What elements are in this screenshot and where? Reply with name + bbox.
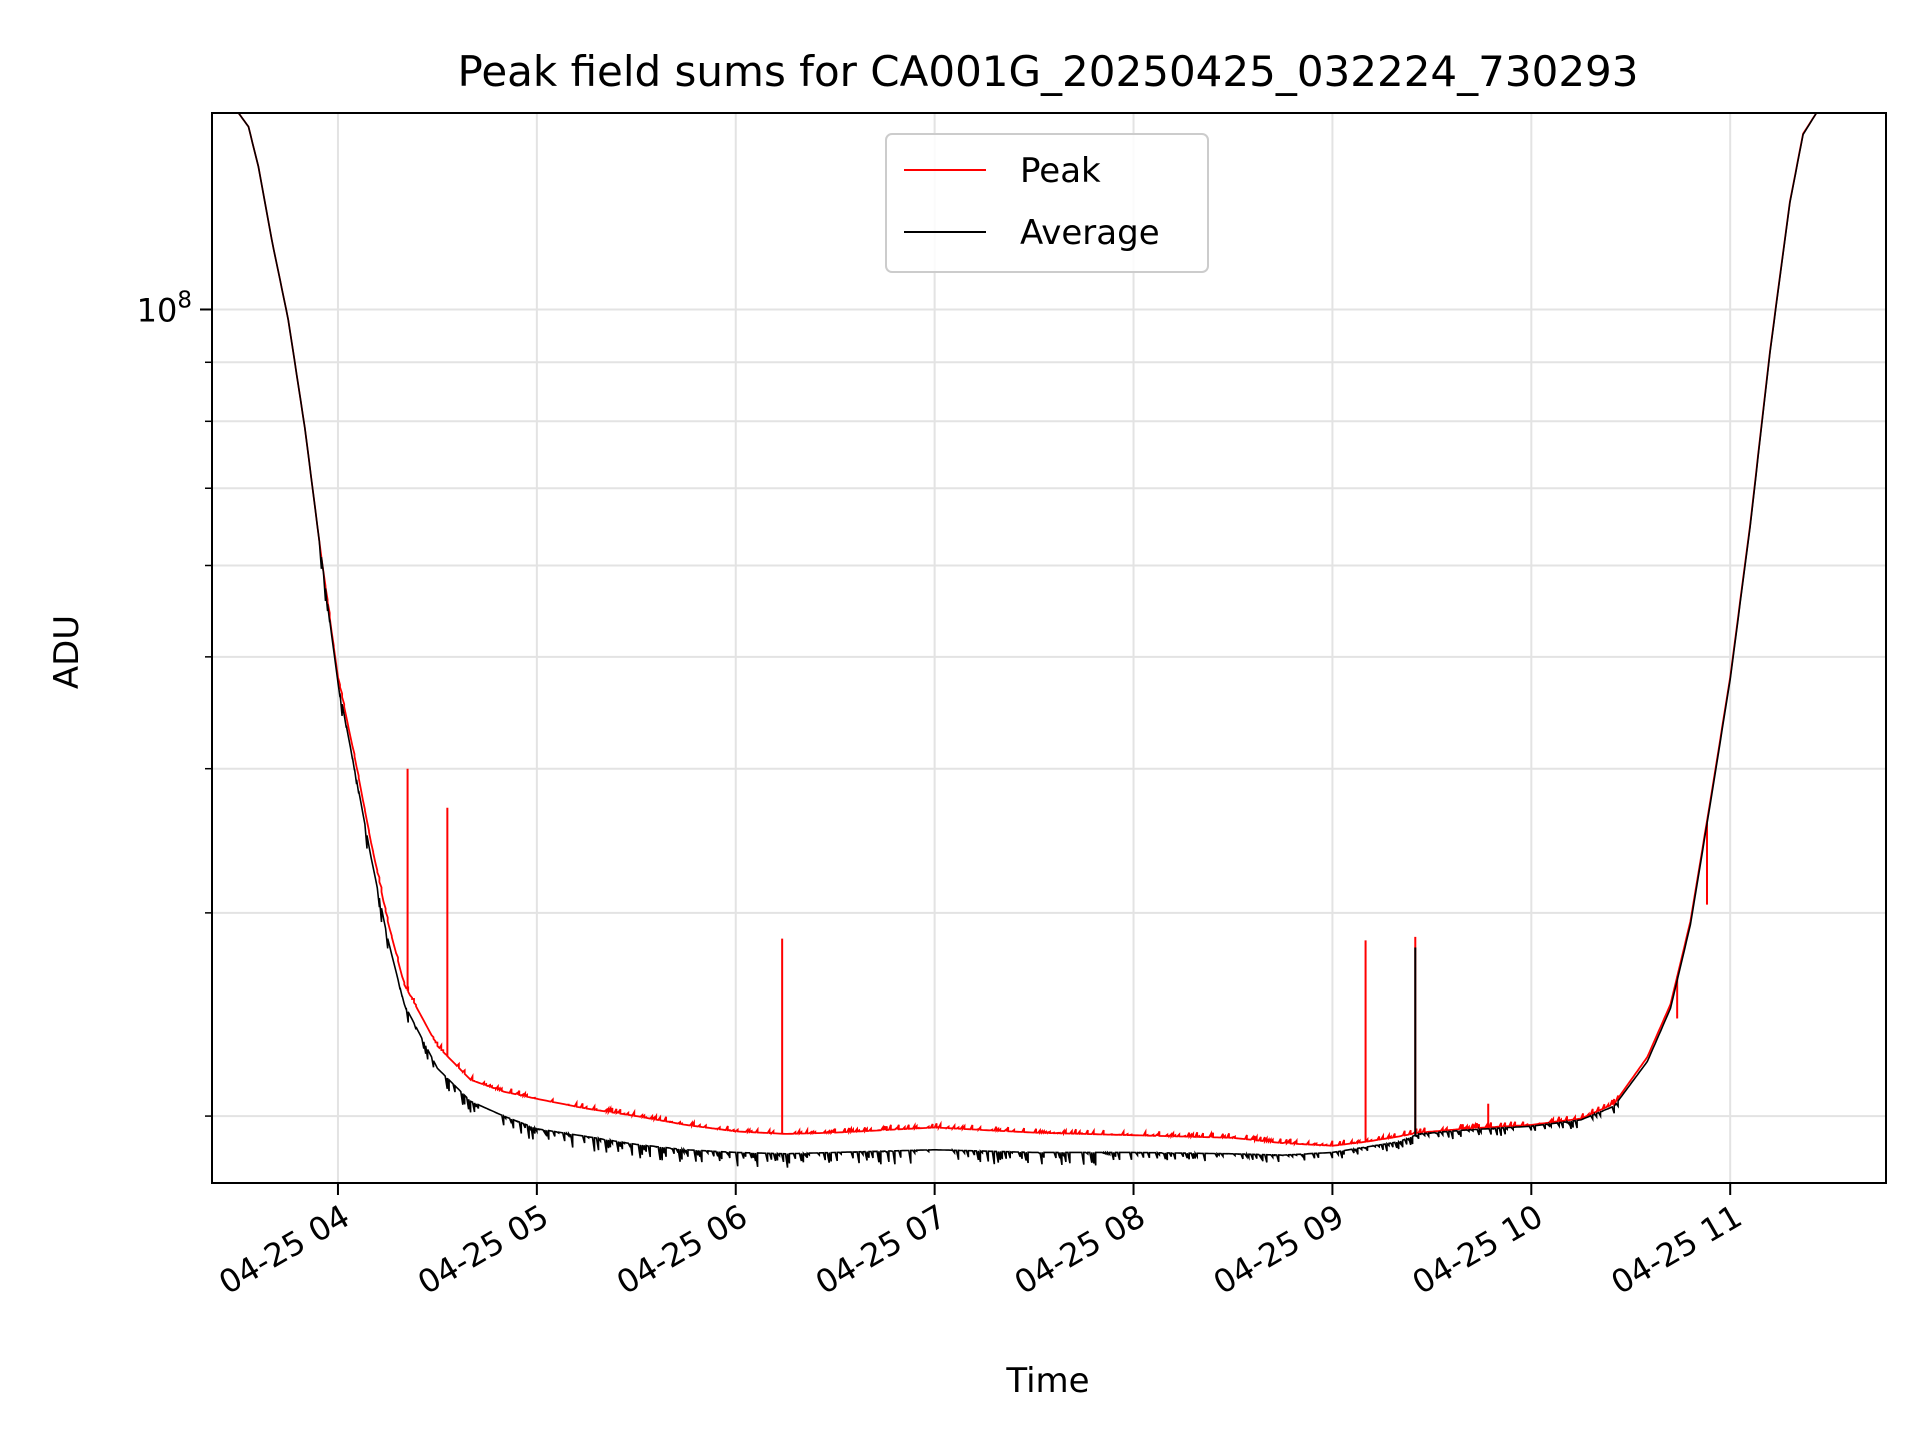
plot-frame	[211, 112, 1887, 1184]
x-axis-label: Time	[1005, 1361, 1089, 1401]
legend-label-peak: Peak	[1020, 151, 1101, 191]
series-peak	[212, 113, 1886, 1147]
chart-title: Peak field sums for CA001G_20250425_0322…	[457, 47, 1638, 96]
legend: Peak Average	[885, 133, 1209, 273]
series-layer	[212, 113, 1886, 1168]
series-line-peak	[212, 113, 1886, 1147]
y-axis-label: ADU	[47, 615, 87, 689]
y-axis: 108	[137, 287, 212, 1117]
legend-box	[885, 133, 1209, 273]
series-average	[212, 113, 1886, 1168]
y-tick-label: 108	[137, 287, 192, 329]
y-tick-base: 10	[137, 291, 178, 329]
legend-label-average: Average	[1020, 213, 1160, 253]
y-tick-exponent: 8	[177, 287, 192, 313]
series-line-average	[212, 113, 1886, 1168]
grid	[212, 113, 1886, 1183]
